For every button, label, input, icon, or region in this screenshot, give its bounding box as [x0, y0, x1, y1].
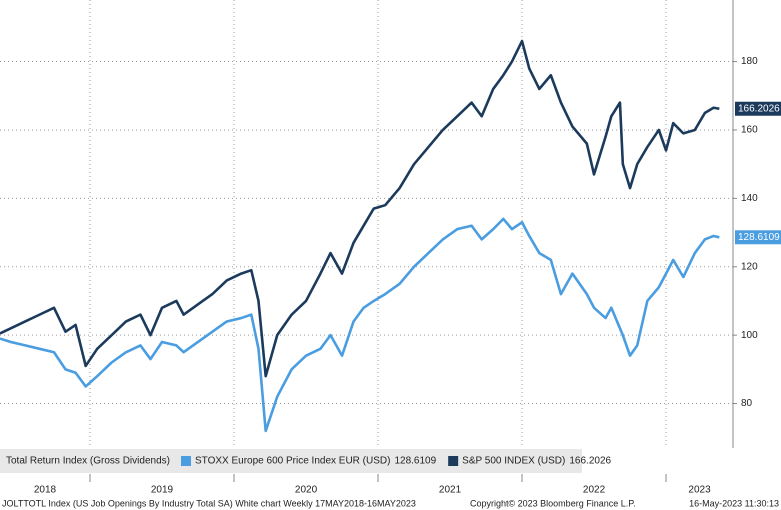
- x-tick-label: 2018: [34, 485, 57, 496]
- y-tick-label: 100: [741, 330, 758, 341]
- end-label: 166.2026: [738, 103, 780, 114]
- series-line: [0, 39, 720, 378]
- y-tick-label: 80: [741, 398, 753, 409]
- x-tick-label: 2022: [583, 485, 606, 496]
- footer-right: 16-May-2023 11:30:13: [689, 498, 779, 508]
- legend-title: Total Return Index (Gross Dividends): [6, 456, 170, 467]
- end-label: 128.6109: [738, 232, 780, 243]
- x-tick-label: 2020: [295, 485, 318, 496]
- y-tick-label: 140: [741, 193, 758, 204]
- legend-label: S&P 500 INDEX (USD): [462, 456, 565, 467]
- footer-left: JOLTTOTL Index (US Job Openings By Indus…: [2, 498, 416, 508]
- legend-swatch: [448, 456, 459, 466]
- legend-swatch: [181, 456, 191, 466]
- legend-label: STOXX Europe 600 Price Index EUR (USD): [195, 456, 390, 467]
- x-tick-label: 2021: [439, 485, 462, 496]
- y-tick-label: 160: [741, 125, 758, 136]
- x-tick-label: 2023: [688, 485, 711, 496]
- legend-box: [0, 449, 582, 473]
- footer-center: Copyright© 2023 Bloomberg Finance L.P.: [470, 498, 636, 508]
- legend-value: 166.2026: [569, 456, 611, 467]
- end-label-box: [735, 230, 781, 245]
- end-label-box: [735, 101, 781, 116]
- y-tick-label: 120: [741, 261, 758, 272]
- x-tick-label: 2019: [151, 485, 174, 496]
- series-line: [0, 217, 720, 433]
- legend-value: 128.6109: [394, 456, 436, 467]
- y-tick-label: 180: [741, 56, 758, 67]
